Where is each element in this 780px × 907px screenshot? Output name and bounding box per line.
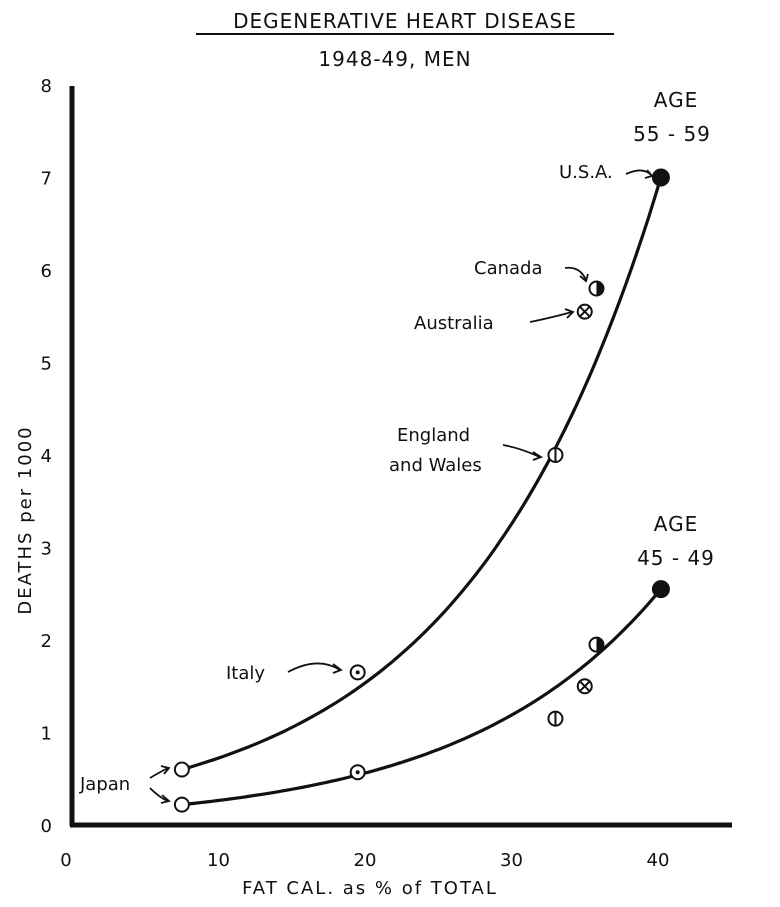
series-line-age-45-49 bbox=[181, 588, 663, 807]
data-point-england-and-wales bbox=[547, 710, 564, 727]
y-tick-label: 1 bbox=[41, 724, 52, 745]
arrow-japan-lower bbox=[149, 787, 169, 802]
data-point-u-s-a- bbox=[651, 168, 670, 187]
y-tick-labels: 0 1 2 3 4 5 6 7 8 bbox=[41, 76, 52, 837]
series-label-55-59-line2: 55 - 59 bbox=[633, 122, 711, 146]
data-point-japan bbox=[173, 796, 190, 813]
x-tick-label: 10 bbox=[207, 850, 230, 871]
series-label-55-59-line1: AGE bbox=[654, 88, 698, 112]
arrowhead-italy bbox=[332, 663, 343, 674]
arrowhead-japan-upper bbox=[160, 765, 171, 775]
data-point-italy bbox=[349, 764, 366, 781]
data-point-japan bbox=[173, 761, 190, 778]
annotation-canada: Canada bbox=[474, 258, 543, 279]
arrowhead-australia bbox=[564, 308, 575, 319]
data-point-canada bbox=[588, 280, 605, 297]
chart-title: DEGENERATIVE HEART DISEASE bbox=[233, 9, 577, 33]
annotation-japan: Japan bbox=[79, 774, 130, 795]
arrow-australia bbox=[529, 311, 573, 323]
annotation-england-line2: and Wales bbox=[389, 455, 482, 476]
x-tick-label: 40 bbox=[647, 850, 670, 871]
x-tick-label: 0 bbox=[60, 850, 71, 871]
y-tick-label: 6 bbox=[41, 261, 52, 282]
series-label-45-49-line2: 45 - 49 bbox=[637, 546, 715, 570]
y-tick-label: 0 bbox=[41, 816, 52, 837]
x-tick-label: 20 bbox=[354, 850, 377, 871]
arrow-canada bbox=[564, 266, 587, 281]
y-tick-label: 4 bbox=[41, 446, 52, 467]
arrowhead-usa bbox=[644, 169, 654, 179]
x-axis-label: FAT CAL. as % of TOTAL bbox=[242, 878, 498, 899]
data-point-australia bbox=[576, 303, 593, 320]
x-tick-label: 30 bbox=[500, 850, 523, 871]
arrow-italy bbox=[287, 662, 341, 673]
y-tick-label: 2 bbox=[41, 631, 52, 652]
annotation-italy: Italy bbox=[226, 663, 265, 684]
arrow-japan-upper bbox=[149, 767, 169, 779]
y-tick-label: 3 bbox=[41, 539, 52, 560]
arrowhead-canada bbox=[579, 273, 589, 283]
y-tick-label: 7 bbox=[41, 169, 52, 190]
data-points bbox=[173, 168, 670, 813]
data-point-england-and-wales bbox=[547, 447, 564, 463]
annotation-usa: U.S.A. bbox=[559, 162, 613, 183]
data-point-australia bbox=[576, 678, 593, 695]
arrow-england bbox=[502, 444, 541, 458]
y-tick-label: 8 bbox=[41, 76, 52, 97]
data-point-italy bbox=[349, 664, 366, 681]
arrowhead-japan-lower bbox=[160, 794, 171, 804]
annotation-australia: Australia bbox=[414, 313, 494, 334]
series-label-45-49-line1: AGE bbox=[654, 512, 698, 536]
arrowhead-england bbox=[532, 451, 544, 461]
annotation-england-line1: England bbox=[397, 425, 470, 446]
y-axis-label: DEATHS per 1000 bbox=[15, 425, 36, 614]
chart-subtitle: 1948-49, MEN bbox=[318, 47, 471, 71]
data-point-canada bbox=[588, 636, 605, 653]
y-tick-label: 5 bbox=[41, 354, 52, 375]
data-point-u-s-a- bbox=[651, 580, 670, 599]
series-line-age-55-59 bbox=[181, 177, 663, 772]
x-tick-labels: 0 10 20 30 40 bbox=[60, 850, 669, 871]
